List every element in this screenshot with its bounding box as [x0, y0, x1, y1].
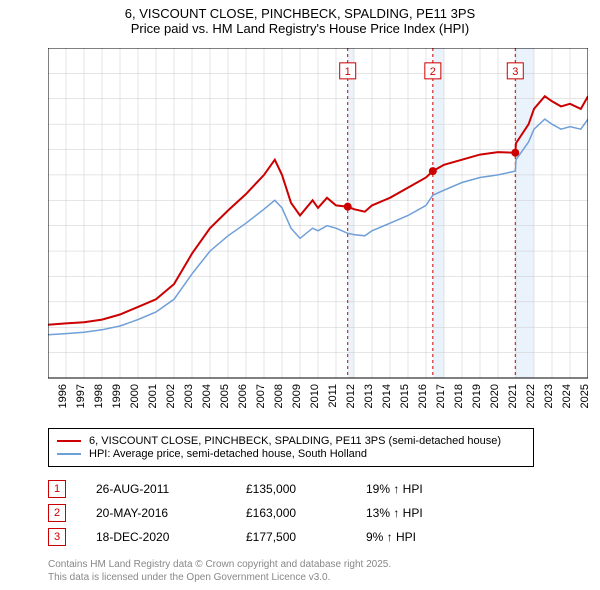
x-tick-label: 2008 — [273, 384, 285, 408]
x-tick-label: 2001 — [147, 384, 159, 408]
x-tick-label: 2021 — [507, 384, 519, 408]
sales-pct: 9% ↑ HPI — [366, 530, 466, 544]
x-tick-label: 2002 — [165, 384, 177, 408]
sales-row: 1 26-AUG-2011 £135,000 19% ↑ HPI — [48, 480, 466, 498]
x-tick-label: 2004 — [201, 384, 213, 408]
x-tick-label: 2007 — [255, 384, 267, 408]
sales-badge: 1 — [48, 480, 66, 498]
shading-band — [348, 48, 354, 378]
x-tick-label: 2018 — [453, 384, 465, 408]
x-tick-label: 2016 — [417, 384, 429, 408]
sale-badge-label: 3 — [512, 66, 518, 78]
footer-line1: Contains HM Land Registry data © Crown c… — [48, 558, 391, 571]
shading-band — [433, 48, 444, 378]
x-tick-label: 2006 — [237, 384, 249, 408]
footer-line2: This data is licensed under the Open Gov… — [48, 571, 391, 584]
sales-price: £135,000 — [246, 482, 336, 496]
sales-row: 2 20-MAY-2016 £163,000 13% ↑ HPI — [48, 504, 466, 522]
sale-badge-label: 1 — [345, 66, 351, 78]
sales-date: 20-MAY-2016 — [96, 506, 216, 520]
x-tick-label: 1995 — [48, 384, 51, 408]
line-chart: £0£20K£40K£60K£80K£100K£120K£140K£160K£1… — [48, 48, 588, 418]
legend-swatch — [57, 440, 81, 442]
footer: Contains HM Land Registry data © Crown c… — [48, 558, 391, 584]
sales-price: £163,000 — [246, 506, 336, 520]
sales-price: £177,500 — [246, 530, 336, 544]
legend: 6, VISCOUNT CLOSE, PINCHBECK, SPALDING, … — [48, 428, 534, 467]
x-tick-label: 1996 — [57, 384, 69, 408]
x-tick-label: 2013 — [363, 384, 375, 408]
x-tick-label: 2009 — [291, 384, 303, 408]
sales-date: 18-DEC-2020 — [96, 530, 216, 544]
title-line2: Price paid vs. HM Land Registry's House … — [10, 21, 590, 36]
x-tick-label: 1998 — [93, 384, 105, 408]
x-tick-label: 2000 — [129, 384, 141, 408]
sales-pct: 13% ↑ HPI — [366, 506, 466, 520]
x-tick-label: 2020 — [489, 384, 501, 408]
sale-badge-label: 2 — [430, 66, 436, 78]
legend-item: 6, VISCOUNT CLOSE, PINCHBECK, SPALDING, … — [57, 435, 525, 447]
sales-pct: 19% ↑ HPI — [366, 482, 466, 496]
x-tick-label: 1997 — [75, 384, 87, 408]
x-tick-label: 2024 — [561, 384, 573, 408]
sales-badge: 2 — [48, 504, 66, 522]
legend-label: HPI: Average price, semi-detached house,… — [89, 448, 367, 460]
series-marker — [344, 203, 352, 211]
x-tick-label: 2025 — [579, 384, 588, 408]
x-tick-label: 2017 — [435, 384, 447, 408]
legend-item: HPI: Average price, semi-detached house,… — [57, 448, 525, 460]
sales-table: 1 26-AUG-2011 £135,000 19% ↑ HPI 2 20-MAY-201… — [48, 474, 466, 552]
sales-row: 3 18-DEC-2020 £177,500 9% ↑ HPI — [48, 528, 466, 546]
chart-title-block: 6, VISCOUNT CLOSE, PINCHBECK, SPALDING, … — [0, 0, 600, 38]
x-tick-label: 2023 — [543, 384, 555, 408]
sales-badge: 3 — [48, 528, 66, 546]
x-tick-label: 2010 — [309, 384, 321, 408]
x-tick-label: 1999 — [111, 384, 123, 408]
series-marker — [429, 167, 437, 175]
x-tick-label: 2011 — [327, 384, 339, 408]
x-tick-label: 2019 — [471, 384, 483, 408]
x-tick-label: 2014 — [381, 384, 393, 408]
x-tick-label: 2003 — [183, 384, 195, 408]
x-tick-label: 2022 — [525, 384, 537, 408]
shading-band — [515, 48, 534, 378]
sales-date: 26-AUG-2011 — [96, 482, 216, 496]
x-tick-label: 2005 — [219, 384, 231, 408]
title-line1: 6, VISCOUNT CLOSE, PINCHBECK, SPALDING, … — [10, 6, 590, 21]
chart-area: £0£20K£40K£60K£80K£100K£120K£140K£160K£1… — [48, 48, 588, 418]
legend-label: 6, VISCOUNT CLOSE, PINCHBECK, SPALDING, … — [89, 435, 501, 447]
x-tick-label: 2012 — [345, 384, 357, 408]
legend-swatch — [57, 453, 81, 455]
x-tick-label: 2015 — [399, 384, 411, 408]
